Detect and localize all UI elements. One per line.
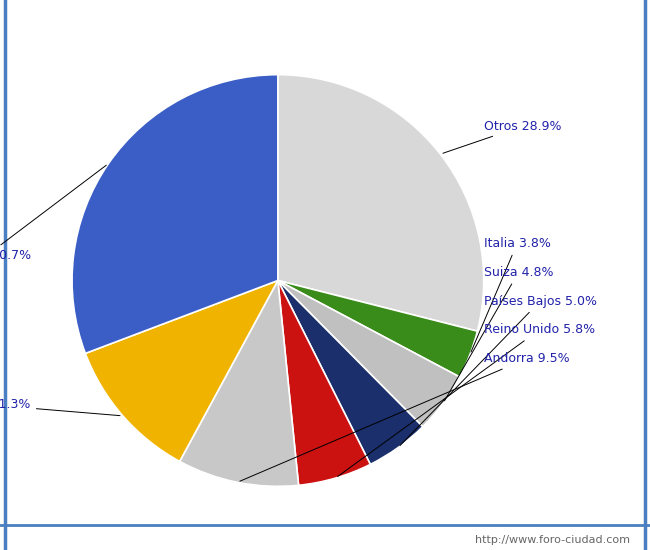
Wedge shape — [278, 280, 370, 485]
Text: Italia 3.8%: Italia 3.8% — [471, 237, 551, 352]
Wedge shape — [72, 75, 278, 354]
Wedge shape — [278, 75, 484, 331]
Text: Países Bajos 5.0%: Países Bajos 5.0% — [400, 295, 597, 446]
Text: Suiza 4.8%: Suiza 4.8% — [445, 266, 553, 401]
Text: Andorra 9.5%: Andorra 9.5% — [240, 352, 569, 481]
Text: Alcanar - Turistas extranjeros según país - Abril de 2024: Alcanar - Turistas extranjeros según paí… — [92, 9, 558, 27]
Text: http://www.foro-ciudad.com: http://www.foro-ciudad.com — [476, 535, 630, 546]
Text: Reino Unido 5.8%: Reino Unido 5.8% — [337, 323, 595, 476]
Wedge shape — [278, 280, 460, 427]
Wedge shape — [278, 280, 422, 464]
Wedge shape — [179, 280, 298, 486]
Wedge shape — [278, 280, 477, 377]
Wedge shape — [85, 280, 278, 461]
Text: Francia 30.7%: Francia 30.7% — [0, 165, 107, 262]
Text: Otros 28.9%: Otros 28.9% — [443, 120, 561, 153]
Text: Alemania 11.3%: Alemania 11.3% — [0, 398, 120, 416]
